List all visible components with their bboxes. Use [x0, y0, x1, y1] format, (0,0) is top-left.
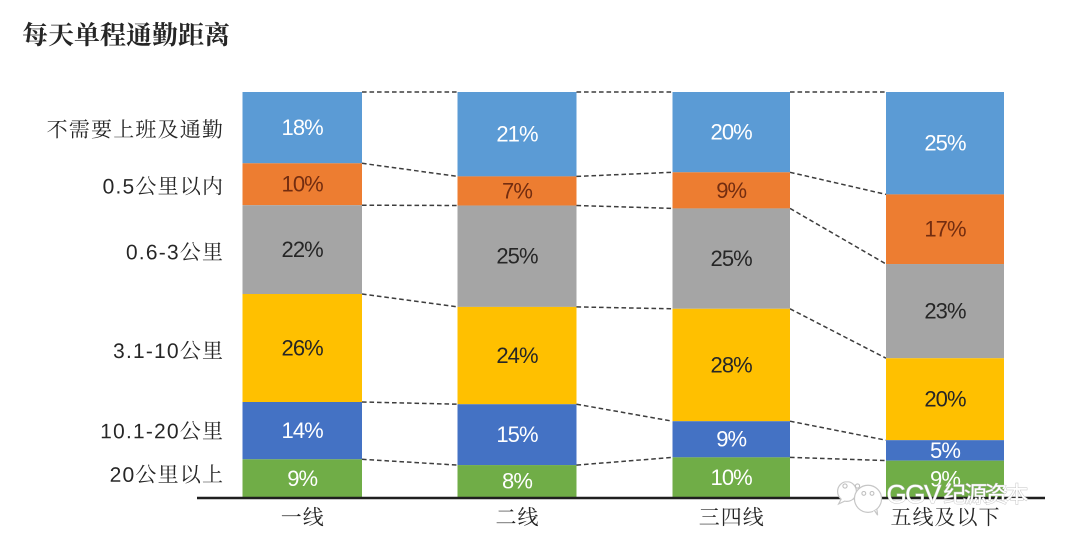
svg-text:18%: 18%	[282, 115, 324, 140]
svg-text:10%: 10%	[282, 172, 324, 197]
svg-text:25%: 25%	[496, 244, 538, 269]
svg-text:15%: 15%	[496, 422, 538, 447]
svg-text:17%: 17%	[924, 217, 966, 242]
svg-text:24%: 24%	[496, 343, 538, 368]
svg-text:9%: 9%	[716, 427, 746, 452]
svg-text:9%: 9%	[287, 466, 317, 491]
svg-text:26%: 26%	[282, 335, 324, 360]
svg-text:21%: 21%	[496, 122, 538, 147]
svg-text:25%: 25%	[924, 131, 966, 156]
svg-text:9%: 9%	[716, 178, 746, 203]
svg-text:10%: 10%	[711, 465, 753, 490]
svg-text:5%: 5%	[930, 438, 960, 463]
svg-text:9%: 9%	[930, 467, 960, 492]
svg-text:28%: 28%	[711, 352, 753, 377]
svg-text:22%: 22%	[282, 237, 324, 262]
svg-text:7%: 7%	[502, 178, 532, 203]
svg-text:23%: 23%	[924, 299, 966, 324]
svg-text:25%: 25%	[711, 246, 753, 271]
svg-text:20%: 20%	[924, 387, 966, 412]
svg-text:20%: 20%	[711, 120, 753, 145]
svg-text:14%: 14%	[282, 418, 324, 443]
svg-text:8%: 8%	[502, 469, 532, 494]
